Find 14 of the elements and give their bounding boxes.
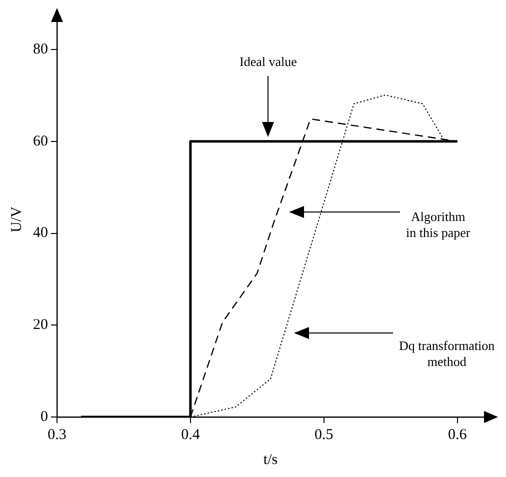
- annotation: Ideal value: [240, 54, 297, 70]
- x-tick-label: 0.6: [448, 426, 468, 443]
- y-axis-title: U/V: [8, 206, 25, 232]
- x-axis-title: t/s: [263, 452, 278, 468]
- y-tick-label: 60: [33, 133, 48, 150]
- x-tick-label: 0.4: [181, 426, 200, 443]
- x-tick-label: 0.3: [48, 426, 66, 443]
- annotation: Algorithm in this paper: [406, 209, 470, 241]
- y-tick-label: 0: [40, 408, 48, 425]
- y-tick-label: 80: [33, 41, 48, 58]
- y-tick-label: 20: [33, 317, 48, 334]
- x-tick-label: 0.5: [314, 426, 334, 443]
- y-tick-label: 40: [33, 225, 48, 242]
- annotation: Dq transformation method: [399, 338, 495, 370]
